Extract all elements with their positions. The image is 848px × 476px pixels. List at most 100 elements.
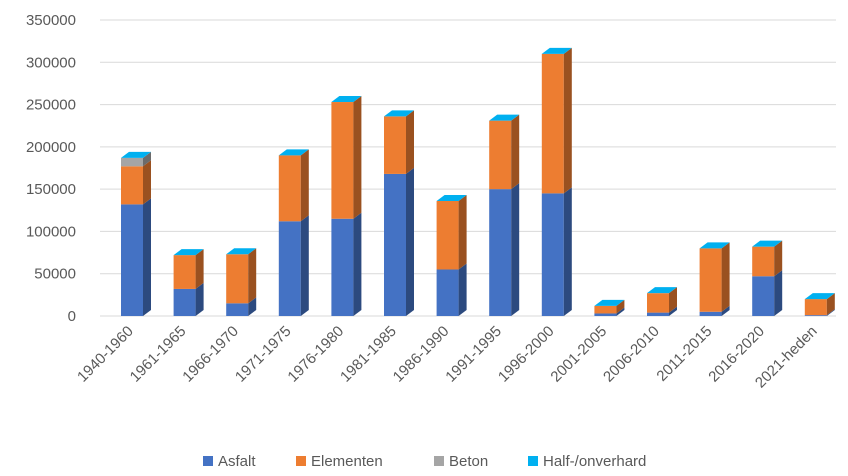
legend-item: Half-/onverhard (528, 453, 646, 470)
bar-segment (436, 200, 459, 270)
bar-segment (121, 204, 143, 316)
bar-segment-side (616, 307, 625, 316)
bar-stack (752, 240, 783, 316)
bar-segment (647, 312, 669, 316)
y-tick-label: 200000 (26, 139, 76, 156)
bar-top-cap (436, 194, 467, 201)
legend-label: Beton (449, 453, 488, 470)
x-tick-label: 1981-1985 (337, 323, 400, 386)
bar-stack (173, 249, 204, 316)
bar-segment (594, 305, 617, 314)
bar-segment-side (669, 287, 677, 313)
y-tick-label: 100000 (26, 223, 76, 240)
x-tick-label: 2006-2010 (600, 323, 663, 386)
bar-segment (699, 311, 722, 316)
bar-segment-side (826, 309, 835, 316)
bar-stack (594, 299, 625, 316)
bar-segment (173, 255, 196, 289)
bar-segment-side (774, 240, 783, 277)
bar-top-cap (699, 242, 730, 249)
x-tick-label: 1966-1970 (179, 323, 242, 386)
bar-segment-side (143, 151, 151, 167)
bar-segment-side (353, 212, 362, 316)
x-tick-label: 1991-1995 (442, 323, 505, 386)
legend-label: Asfalt (218, 453, 256, 470)
bar-segment-side (300, 149, 309, 222)
bar-segment (541, 53, 564, 194)
bar-segment (541, 193, 564, 316)
legend-swatch (434, 456, 444, 466)
bar-top-cap (752, 240, 783, 247)
bars (121, 47, 835, 316)
legend-swatch (203, 456, 213, 466)
x-tick-label: 1976-1980 (284, 323, 347, 386)
bar-top-cap (121, 151, 151, 158)
bar-segment (173, 288, 196, 316)
y-tick-label: 350000 (26, 12, 76, 29)
bar-stack (226, 248, 257, 316)
bar-segment-side (511, 114, 520, 190)
bar-segment-side (721, 242, 730, 312)
x-tick-label: 1940-1960 (74, 323, 137, 386)
bar-segment (384, 173, 406, 316)
bar-stack (278, 149, 309, 316)
bar-segment-side (195, 282, 204, 316)
bar-stack (384, 110, 414, 316)
y-tick-label: 50000 (34, 266, 76, 283)
bar-segment-side (458, 194, 467, 270)
y-tick-label: 300000 (26, 54, 76, 71)
bar-stack (331, 96, 362, 316)
bar-top-cap (331, 96, 362, 103)
bar-segment (384, 116, 406, 174)
bar-segment-side (721, 305, 730, 316)
bar-stack (121, 151, 151, 316)
bar-segment-side (669, 306, 677, 316)
bar-stack (489, 114, 520, 316)
bar-segment (699, 248, 722, 312)
bar-segment (752, 246, 775, 277)
x-axis: 1940-19601961-19651966-19701971-19751976… (74, 323, 821, 392)
bar-segment-side (195, 249, 204, 289)
bar-segment-side (826, 293, 835, 316)
bar-stack (699, 242, 730, 316)
bar-top-cap (384, 110, 414, 117)
bar-top-cap (489, 114, 520, 121)
bar-segment-side (248, 297, 257, 316)
bar-segment-side (406, 167, 414, 316)
x-tick-label: 2001-2005 (547, 323, 610, 386)
bar-stack (804, 293, 835, 316)
bar-segment (647, 293, 669, 313)
bar-top-cap (541, 47, 572, 54)
bar-top-cap (173, 249, 204, 256)
bar-segment-side (353, 96, 362, 219)
bar-segment (804, 299, 827, 316)
y-tick-label: 250000 (26, 97, 76, 114)
x-tick-label: 1971-1975 (232, 323, 295, 386)
bar-segment-side (143, 198, 151, 316)
bar-segment (121, 166, 143, 205)
legend-swatch (296, 456, 306, 466)
legend-item: Beton (434, 453, 488, 470)
bar-stack (436, 194, 467, 316)
legend-label: Elementen (311, 453, 383, 470)
legend-item: Elementen (296, 453, 383, 470)
bar-segment-side (774, 270, 783, 316)
bar-segment-side (406, 110, 414, 174)
bar-segment (804, 315, 827, 316)
bar-segment (226, 303, 249, 316)
y-axis: 0 50000 100000 150000 200000 250000 300000 3500… (26, 12, 76, 325)
bar-segment (489, 189, 512, 316)
x-tick-label: 1986-1990 (390, 323, 453, 386)
bar-segment-side (300, 215, 309, 316)
gridlines (100, 19, 836, 317)
legend-item: Asfalt (203, 453, 256, 470)
bar-segment-side (563, 47, 572, 194)
y-tick-label: 0 (68, 308, 76, 325)
bar-segment (752, 276, 775, 316)
bar-segment (436, 269, 459, 316)
bar-top-cap (804, 293, 835, 300)
bar-segment-side (143, 160, 151, 205)
bar-top-cap (278, 149, 309, 156)
bar-segment (489, 120, 512, 190)
